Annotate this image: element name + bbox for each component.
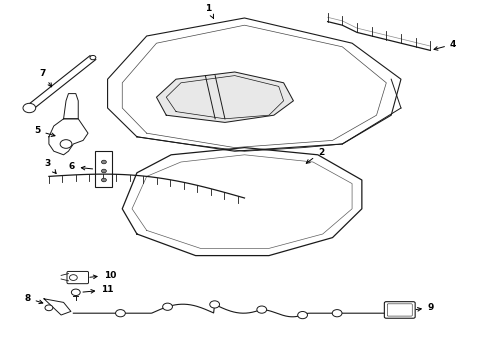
Text: 9: 9 <box>415 303 433 312</box>
Text: 11: 11 <box>83 285 114 294</box>
Text: 2: 2 <box>305 148 324 163</box>
Circle shape <box>209 301 219 308</box>
Circle shape <box>23 103 36 113</box>
Text: 1: 1 <box>205 4 213 18</box>
FancyBboxPatch shape <box>67 271 88 284</box>
Circle shape <box>71 289 80 296</box>
Polygon shape <box>156 72 293 122</box>
Circle shape <box>102 178 106 182</box>
Circle shape <box>102 169 106 173</box>
Polygon shape <box>63 94 78 119</box>
Circle shape <box>69 275 77 280</box>
Polygon shape <box>44 299 71 315</box>
Text: 6: 6 <box>68 162 92 171</box>
Polygon shape <box>327 13 429 50</box>
Text: 7: 7 <box>39 69 52 87</box>
Text: 8: 8 <box>24 294 42 303</box>
FancyBboxPatch shape <box>386 304 411 316</box>
Circle shape <box>163 303 172 310</box>
Bar <box>95 151 112 187</box>
Circle shape <box>256 306 266 313</box>
Circle shape <box>331 310 341 317</box>
Polygon shape <box>107 18 400 151</box>
Polygon shape <box>49 119 88 155</box>
FancyBboxPatch shape <box>384 302 414 318</box>
Polygon shape <box>26 56 96 110</box>
Circle shape <box>115 310 125 317</box>
Circle shape <box>45 305 53 311</box>
Text: 10: 10 <box>90 271 116 280</box>
Polygon shape <box>122 148 361 256</box>
Circle shape <box>90 55 96 60</box>
Circle shape <box>297 311 307 319</box>
Text: 4: 4 <box>433 40 455 50</box>
Circle shape <box>102 160 106 164</box>
Text: 3: 3 <box>44 159 56 174</box>
Circle shape <box>60 140 72 148</box>
Text: 5: 5 <box>34 126 55 136</box>
